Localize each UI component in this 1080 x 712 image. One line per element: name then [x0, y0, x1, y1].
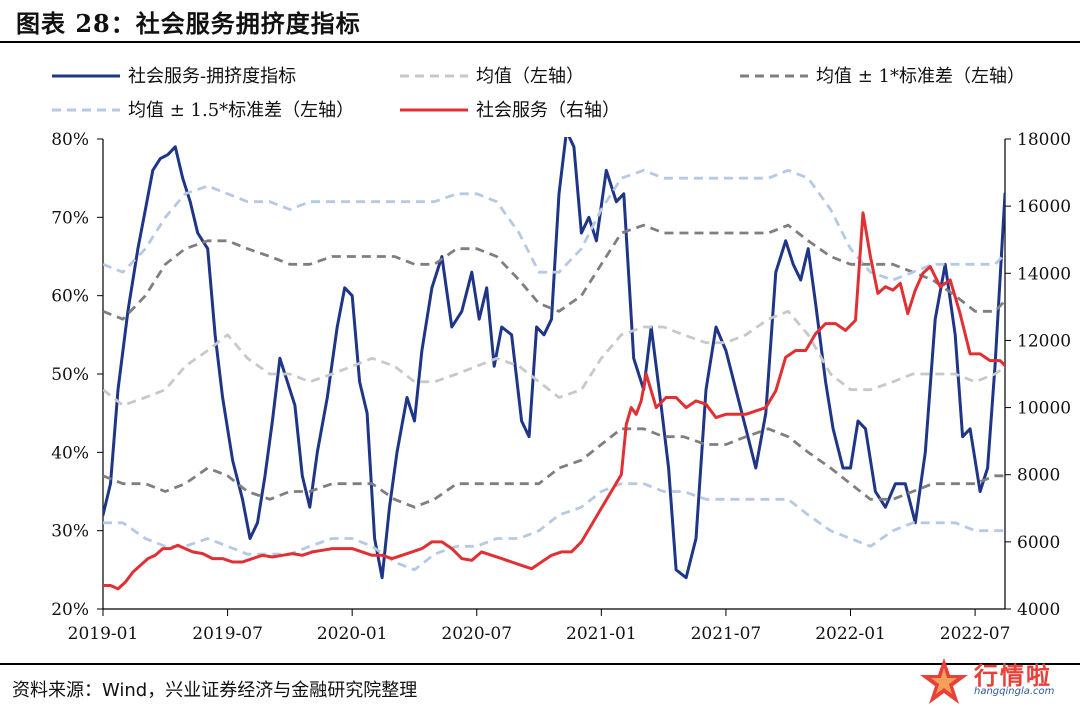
series-line-5	[103, 482, 1005, 572]
series-line-2	[103, 223, 1005, 321]
star-logo-icon	[920, 658, 968, 704]
left-tick-label: 80%	[51, 130, 89, 150]
left-tick-label: 20%	[51, 600, 89, 620]
left-tick-label: 30%	[51, 522, 89, 542]
chart: 社会服务-拥挤度指标 均值（左轴） 均值 ± 1*标准差（左轴） 均值 ± 1.5*标…	[51, 66, 1071, 644]
title-rule	[0, 41, 1080, 43]
left-tick-label: 40%	[51, 443, 89, 463]
legend-label: 社会服务-拥挤度指标	[128, 66, 296, 87]
right-tick-label: 12000	[1017, 331, 1071, 351]
series-line-3	[103, 427, 1005, 509]
figure-title: 图表 28：社会服务拥挤度指标	[16, 9, 361, 38]
plot-area	[103, 137, 1005, 591]
right-tick-label: 10000	[1017, 399, 1071, 419]
right-tick-label: 14000	[1017, 264, 1071, 284]
legend-label: 均值 ± 1.5*标准差（左轴）	[128, 100, 354, 121]
series-line-4	[103, 168, 1005, 282]
right-tick-label: 16000	[1017, 197, 1071, 217]
watermark-name: 行情啦	[974, 662, 1052, 690]
legend-label: 均值 ± 1*标准差（左轴）	[816, 66, 1025, 87]
left-tick-label: 50%	[51, 365, 89, 385]
watermark: 行情啦 hangqingla.com	[918, 656, 1078, 708]
x-tick-label: 2020-07	[441, 624, 512, 644]
legend-label: 均值（左轴）	[476, 66, 584, 87]
series-group	[103, 137, 1005, 591]
axes: 20% 30% 40% 50% 60% 70% 80% 4000 6000 8000 10000 12…	[51, 130, 1071, 644]
watermark-url: hangqingla.com	[974, 686, 1055, 697]
right-tick-label: 18000	[1017, 130, 1071, 150]
left-tick-label: 70%	[51, 208, 89, 228]
series-line-6	[103, 211, 1005, 591]
legend: 社会服务-拥挤度指标 均值（左轴） 均值 ± 1*标准差（左轴） 均值 ± 1.5*标…	[52, 66, 1025, 121]
left-tick-label: 60%	[51, 287, 89, 307]
series-line-1	[103, 309, 1005, 407]
right-tick-label: 6000	[1017, 533, 1060, 553]
source-note: 资料来源：Wind，兴业证券经济与金融研究院整理	[12, 680, 418, 701]
x-tick-label: 2021-01	[566, 624, 637, 644]
x-tick-label: 2019-07	[192, 624, 263, 644]
right-tick-label: 4000	[1017, 600, 1060, 620]
series-line-0	[103, 137, 1005, 580]
right-tick-label: 8000	[1017, 466, 1060, 486]
x-tick-label: 2022-01	[815, 624, 886, 644]
x-tick-label: 2022-07	[940, 624, 1011, 644]
footer-rule	[0, 663, 1080, 665]
x-tick-label: 2019-01	[68, 624, 139, 644]
legend-label: 社会服务（右轴）	[476, 100, 620, 121]
x-tick-label: 2020-01	[317, 624, 388, 644]
x-tick-label: 2021-07	[691, 624, 762, 644]
